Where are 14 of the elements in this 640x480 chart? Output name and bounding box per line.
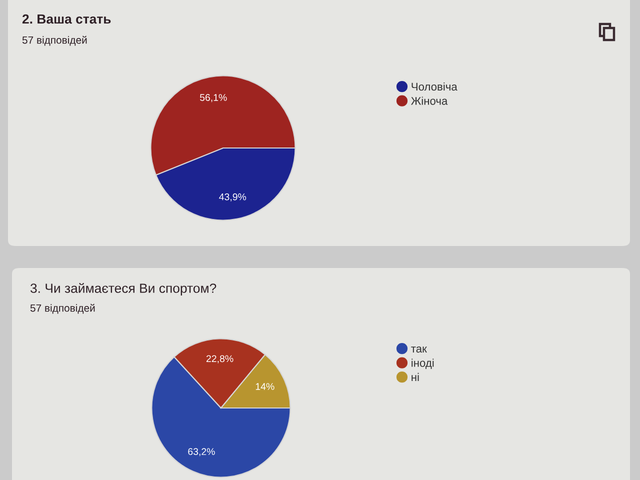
data-label: 14% <box>256 383 274 390</box>
legend-label: так <box>411 346 427 353</box>
data-label: 22,8% <box>206 355 234 364</box>
chart-title: 3. Чи займаєтеся Ви спортом? <box>30 283 216 296</box>
text: 57 відповідей <box>30 304 95 314</box>
chart-title: 2. Ваша стать <box>22 14 111 24</box>
legend-label: Жіноча <box>411 96 448 105</box>
data-label: 43,9% <box>219 193 246 202</box>
legend-label: ні <box>412 372 419 381</box>
text: 57 відповідей <box>22 36 87 46</box>
legend-label: Чоловіча <box>412 82 458 91</box>
legend-label: іноді <box>412 358 434 369</box>
data-label: 63,2% <box>188 448 215 456</box>
data-label: 56,1% <box>200 94 227 102</box>
